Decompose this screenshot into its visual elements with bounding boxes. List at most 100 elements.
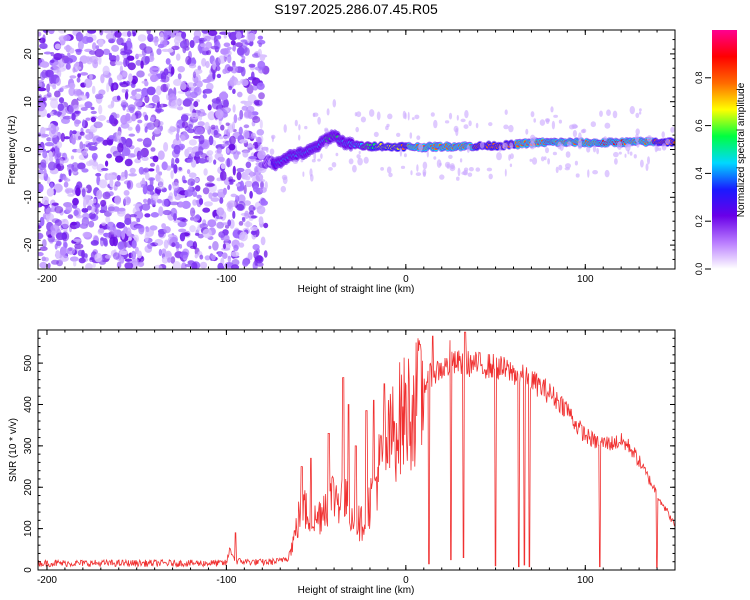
heatmap-noise-cell	[43, 51, 52, 55]
heatmap-noise-cell	[243, 124, 250, 129]
heatmap-faint-cell	[328, 167, 333, 171]
heatmap-noise-cell	[116, 74, 123, 81]
heatmap-noise-cell	[137, 119, 143, 124]
heatmap-faint-cell	[635, 128, 640, 135]
heatmap-noise-cell	[151, 94, 160, 104]
heatmap-noise-cell	[186, 82, 196, 89]
heatmap-noise-cell	[228, 85, 233, 91]
heatmap-noise-cell	[109, 236, 116, 247]
heatmap-faint-cell	[629, 106, 635, 115]
heatmap-noise-cell	[91, 206, 96, 214]
heatmap-noise-cell	[72, 67, 76, 73]
heatmap-faint-cell	[618, 151, 622, 155]
heatmap-noise-cell	[144, 95, 150, 104]
heatmap-noise-cell	[212, 140, 217, 146]
heatmap-noise-cell	[119, 82, 129, 88]
heatmap-noise-cell	[194, 185, 201, 192]
heatmap-noise-cell	[228, 31, 238, 41]
heatmap-noise-cell	[251, 144, 255, 149]
heatmap-noise-cell	[73, 90, 83, 96]
heatmap-faint-cell	[357, 157, 363, 166]
heatmap-noise-cell	[187, 158, 193, 163]
heatmap-faint-cell	[264, 181, 268, 190]
heatmap-noise-cell	[212, 70, 216, 80]
heatmap-noise-cell	[232, 46, 236, 52]
heatmap-noise-cell	[175, 32, 180, 37]
heatmap-noise-cell	[54, 90, 61, 98]
heatmap-noise-cell	[75, 110, 81, 115]
heatmap-faint-cell	[604, 122, 611, 129]
heatmap-noise-cell	[188, 149, 196, 153]
heatmap-noise-cell	[90, 110, 97, 115]
heatmap-faint-cell	[498, 145, 502, 153]
heatmap-noise-cell	[194, 232, 200, 236]
heatmap-faint-cell	[629, 151, 633, 156]
heatmap-noise-cell	[255, 172, 259, 176]
heatmap-noise-cell	[86, 55, 90, 63]
heatmap-noise-cell	[124, 217, 132, 226]
heatmap-faint-cell	[267, 159, 271, 167]
heatmap-noise-cell	[169, 201, 179, 206]
heatmap-noise-cell	[172, 181, 180, 191]
heatmap-noise-cell	[210, 197, 220, 202]
heatmap-faint-cell	[612, 110, 618, 119]
heatmap-noise-cell	[55, 240, 62, 246]
heatmap-noise-cell	[79, 131, 85, 136]
heatmap-faint-cell	[310, 174, 314, 182]
heatmap-noise-cell	[70, 155, 74, 160]
heatmap-noise-cell	[49, 74, 55, 85]
heatmap-faint-cell	[360, 116, 366, 123]
heatmap-noise-cell	[142, 137, 152, 148]
heatmap-faint-cell	[358, 150, 361, 155]
heatmap-noise-cell	[212, 241, 219, 251]
spectrogram-ytick-label: 20	[23, 48, 34, 60]
heatmap-noise-cell	[104, 74, 111, 79]
heatmap-noise-cell	[241, 78, 249, 87]
heatmap-noise-cell	[227, 54, 232, 64]
heatmap-signal-ridge	[262, 99, 675, 193]
heatmap-noise-cell	[151, 200, 156, 204]
heatmap-faint-cell	[430, 112, 435, 117]
heatmap-noise-cell	[204, 182, 215, 188]
snr-tick-labels: -200 -100 0 100 0 100 200 300 400 500	[23, 354, 594, 586]
heatmap-faint-cell	[559, 143, 564, 151]
heatmap-faint-cell	[530, 111, 535, 118]
heatmap-faint-cell	[453, 125, 459, 133]
heatmap-noise-cell	[177, 73, 182, 80]
heatmap-noise-cell	[51, 259, 59, 265]
heatmap-faint-cell	[418, 143, 423, 152]
heatmap-noise-cell	[105, 216, 111, 224]
heatmap-noise-cell	[134, 225, 144, 229]
heatmap-noise-cell	[241, 105, 248, 111]
heatmap-faint-cell	[317, 158, 321, 162]
heatmap-noise-cell	[129, 106, 135, 114]
heatmap-noise-cell	[244, 109, 252, 118]
spectrogram-xtick-label: -200	[37, 274, 57, 285]
heatmap-noise-cell	[46, 127, 54, 131]
heatmap-noise-cell	[140, 184, 146, 188]
heatmap-noise-cell	[169, 125, 174, 135]
heatmap-noise-cell	[127, 55, 135, 61]
heatmap-noise-cell	[173, 164, 178, 174]
heatmap-noise-cell	[245, 161, 252, 169]
heatmap-noise-cell	[106, 82, 110, 93]
heatmap-faint-cell	[504, 168, 507, 177]
heatmap-noise-cell	[192, 199, 198, 206]
heatmap-noise-cell	[181, 31, 187, 39]
heatmap-noise-cell	[61, 218, 69, 229]
heatmap-noise-cell	[107, 104, 114, 109]
heatmap-noise-cell	[109, 178, 114, 188]
heatmap-noise-cell	[176, 201, 185, 208]
heatmap-noise-cell	[147, 73, 153, 77]
heatmap-noise-cell	[170, 99, 181, 109]
heatmap-noise-cell	[220, 222, 230, 226]
heatmap-noise-cell	[63, 241, 68, 249]
heatmap-faint-cell	[647, 156, 650, 165]
heatmap-faint-cell	[386, 166, 392, 174]
heatmap-noise-cell	[59, 87, 64, 93]
heatmap-noise-cell	[121, 88, 126, 93]
heatmap-noise-cell	[168, 184, 172, 191]
heatmap-noise-cell	[237, 91, 243, 98]
heatmap-noise-cell	[235, 42, 244, 48]
heatmap-noise-cell	[201, 57, 207, 67]
